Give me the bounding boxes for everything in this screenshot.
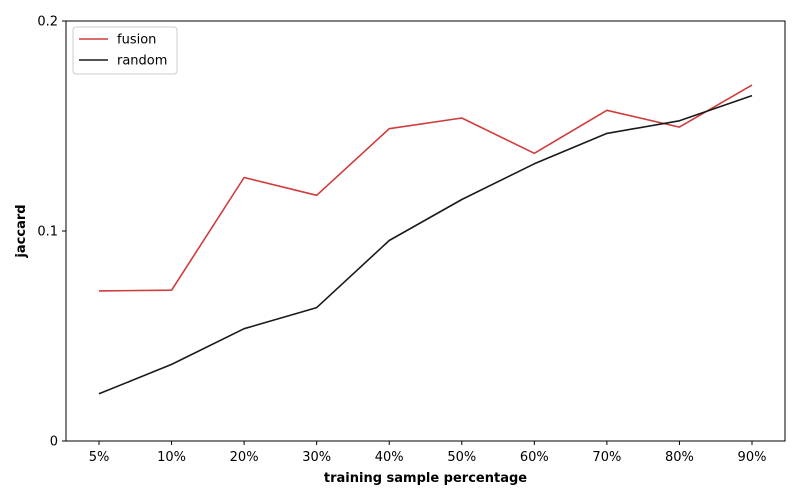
x-tick-label: 5% xyxy=(89,450,110,465)
x-axis-title: training sample percentage xyxy=(324,471,527,486)
x-tick-label: 10% xyxy=(157,450,186,465)
series-line-fusion xyxy=(98,84,753,292)
x-tick-label: 70% xyxy=(592,450,621,465)
y-tick-label: 0.2 xyxy=(37,15,58,30)
y-axis: 0 0.1 0.2 xyxy=(37,15,66,450)
x-axis: 5% 10% 20% 30% 40% 50% 60% 70% 80% 90% xyxy=(89,441,767,465)
x-tick-label: 40% xyxy=(375,450,404,465)
x-tick-label: 80% xyxy=(665,450,694,465)
series-lines xyxy=(98,84,753,395)
y-tick-label: 0.1 xyxy=(37,225,58,240)
y-tick-label: 0 xyxy=(50,435,58,450)
y-axis-title: jaccard xyxy=(14,204,29,258)
series-line-random xyxy=(98,94,753,395)
x-tick-label: 60% xyxy=(520,450,549,465)
legend-label-fusion: fusion xyxy=(117,33,156,48)
legend-label-random: random xyxy=(117,54,167,69)
x-tick-label: 50% xyxy=(447,450,476,465)
plot-frame xyxy=(65,20,786,442)
legend: fusion random xyxy=(72,26,178,75)
plot-area xyxy=(65,20,786,442)
x-tick-label: 30% xyxy=(302,450,331,465)
x-tick-label: 20% xyxy=(230,450,259,465)
x-tick-label: 90% xyxy=(738,450,767,465)
